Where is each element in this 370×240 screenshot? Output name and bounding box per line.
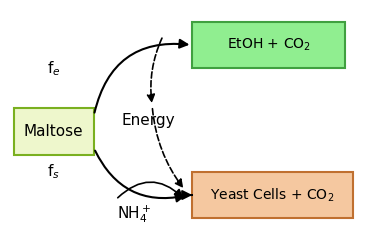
Text: EtOH + CO$_2$: EtOH + CO$_2$: [227, 37, 311, 53]
Text: f$_s$: f$_s$: [47, 162, 60, 181]
Text: Maltose: Maltose: [24, 124, 84, 139]
FancyBboxPatch shape: [192, 22, 345, 68]
Text: NH$_4^+$: NH$_4^+$: [117, 203, 151, 225]
Text: Energy: Energy: [122, 113, 175, 127]
FancyBboxPatch shape: [14, 108, 94, 155]
Text: Yeast Cells + CO$_2$: Yeast Cells + CO$_2$: [210, 186, 334, 204]
Text: f$_e$: f$_e$: [47, 59, 61, 78]
FancyBboxPatch shape: [192, 172, 353, 218]
